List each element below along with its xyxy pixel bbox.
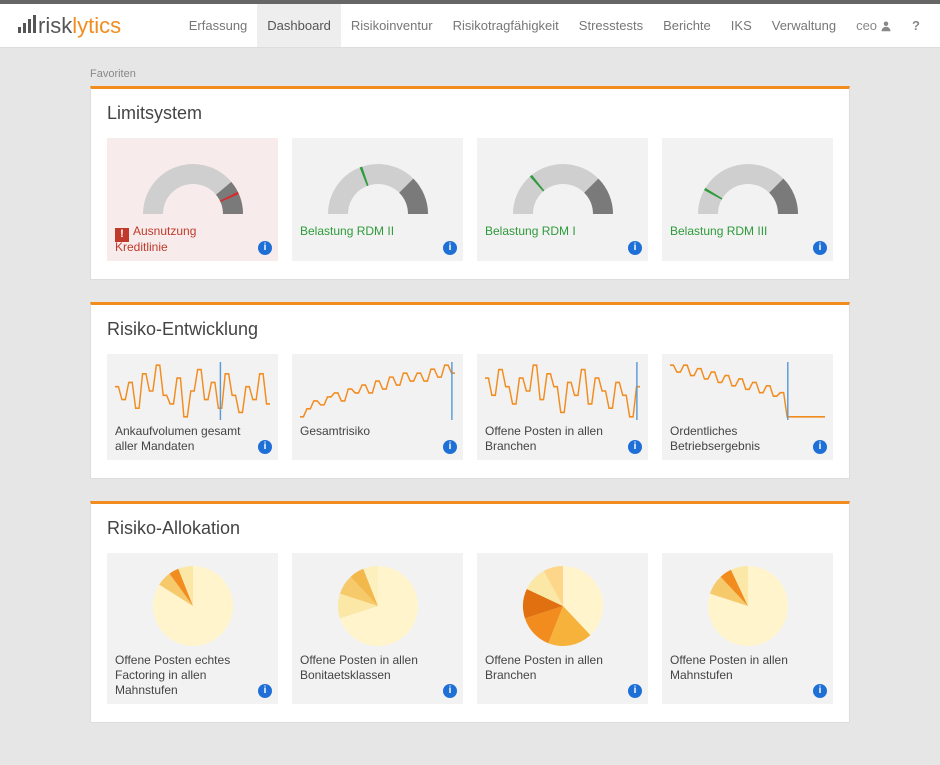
card-row: Ankaufvolumen gesamt aller Mandateni Ges… [107,354,833,460]
card[interactable]: Belastung RDM Ii [477,138,648,261]
info-icon[interactable]: i [258,440,272,454]
card[interactable]: Offene Posten in allen Bonitaetsklasseni [292,553,463,704]
card-label: Offene Posten in allen Mahnstufen [670,653,825,683]
pie-chart [522,565,604,647]
card-label: Belastung RDM III [670,224,825,252]
card[interactable]: Offene Posten in allen Brancheni [477,354,648,460]
card[interactable]: Offene Posten in allen Mahnstufeni [662,553,833,704]
card-label: Belastung RDM I [485,224,640,252]
card[interactable]: Gesamtrisikoi [292,354,463,460]
user-icon [880,20,892,32]
panel-risiko-entwicklung: Risiko-Entwicklung Ankaufvolumen gesamt … [90,302,850,479]
card-label: Belastung RDM II [300,224,455,252]
page-body: Favoriten Limitsystem !Ausnutzung Kreditl… [0,48,940,765]
panel-risiko-allokation: Risiko-Allokation Offene Posten echtes Fa… [90,501,850,723]
card-label: Offene Posten in allen Branchen [485,653,640,683]
nav-verwaltung[interactable]: Verwaltung [762,4,846,47]
info-icon[interactable]: i [443,440,457,454]
gauge-chart [498,152,628,220]
gauge-chart [683,152,813,220]
info-icon[interactable]: i [628,241,642,255]
card[interactable]: Ordentliches Betriebsergebnisi [662,354,833,460]
info-icon[interactable]: i [443,684,457,698]
info-icon[interactable]: i [258,241,272,255]
sparkline-chart [300,362,455,420]
pie-chart [707,565,789,647]
topbar: risklytics ErfassungDashboardRisikoinven… [0,4,940,48]
card[interactable]: Offene Posten echtes Factoring in allen … [107,553,278,704]
sparkline-chart [115,362,270,420]
nav-dashboard[interactable]: Dashboard [257,4,341,47]
logo-text-2: lytics [72,13,121,39]
nav-iks[interactable]: IKS [721,4,762,47]
gauge-chart [128,152,258,220]
card-label: Offene Posten in allen Bonitaetsklassen [300,653,455,683]
card-label: Ordentliches Betriebsergebnis [670,424,825,454]
card-label: !Ausnutzung Kreditlinie [115,224,270,255]
info-icon[interactable]: i [628,440,642,454]
nav-risikoinventur[interactable]: Risikoinventur [341,4,443,47]
card[interactable]: Ankaufvolumen gesamt aller Mandateni [107,354,278,460]
logo-bars-icon [18,15,36,33]
panel-limitsystem: Limitsystem!Ausnutzung KreditlinieiBelas… [90,86,850,280]
info-icon[interactable]: i [443,241,457,255]
alert-icon: ! [115,228,129,242]
info-icon[interactable]: i [258,684,272,698]
card-label: Ankaufvolumen gesamt aller Mandaten [115,424,270,454]
main-nav: ErfassungDashboardRisikoinventurRisikotr… [179,4,930,47]
sparkline-chart [485,362,640,420]
nav-help[interactable]: ? [902,4,930,47]
card[interactable]: Offene Posten in allen Brancheni [477,553,648,704]
panel-title: Risiko-Allokation [107,518,833,539]
card-label: Offene Posten echtes Factoring in allen … [115,653,270,698]
card-label: Offene Posten in allen Branchen [485,424,640,454]
info-icon[interactable]: i [813,684,827,698]
nav-stresstests[interactable]: Stresstests [569,4,653,47]
card[interactable]: Belastung RDM IIIi [662,138,833,261]
info-icon[interactable]: i [813,440,827,454]
nav-user[interactable]: ceo [846,4,902,47]
panel-title: Limitsystem [107,103,833,124]
card[interactable]: !Ausnutzung Kreditliniei [107,138,278,261]
nav-berichte[interactable]: Berichte [653,4,721,47]
pie-chart [337,565,419,647]
sparkline-chart [670,362,825,420]
favorites-label: Favoriten [90,68,850,80]
card-row: Offene Posten echtes Factoring in allen … [107,553,833,704]
info-icon[interactable]: i [628,684,642,698]
card-label: Gesamtrisiko [300,424,455,452]
pie-chart [152,565,234,647]
panel-title: Risiko-Entwicklung [107,319,833,340]
nav-erfassung[interactable]: Erfassung [179,4,258,47]
card[interactable]: Belastung RDM IIi [292,138,463,261]
card-row: !Ausnutzung KreditlinieiBelastung RDM II… [107,138,833,261]
nav-risikotragfähigkeit[interactable]: Risikotragfähigkeit [443,4,569,47]
gauge-chart [313,152,443,220]
logo[interactable]: risklytics [18,13,121,39]
info-icon[interactable]: i [813,241,827,255]
logo-text-1: risk [38,13,72,39]
